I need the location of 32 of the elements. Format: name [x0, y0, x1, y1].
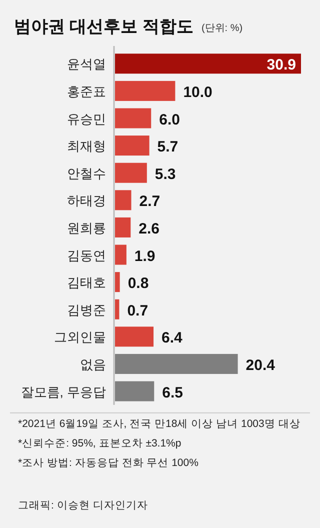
- value-label: 5.7: [157, 138, 178, 156]
- value-label: 5.3: [154, 166, 176, 183]
- title: 범야권 대선후보 적합도: [14, 17, 194, 36]
- value-label: 6.4: [162, 330, 182, 347]
- value-label: 30.9: [266, 56, 296, 74]
- annotation: *신뢰수준: 95%, 표본오차 ±3.1%p: [18, 437, 182, 450]
- value-label: 6.5: [162, 384, 183, 402]
- category-label: 윤석열: [67, 56, 106, 72]
- category-label: 하태경: [67, 193, 106, 208]
- category-label: 안철수: [67, 166, 106, 181]
- category-label: 그외인물: [54, 330, 106, 345]
- value-label: 2.6: [138, 220, 160, 238]
- category-label: 김동연: [67, 248, 106, 263]
- category-label: 김병준: [67, 302, 106, 318]
- value-label: 10.0: [183, 84, 212, 101]
- value-label: 6.0: [159, 111, 180, 128]
- category-label: 홍준표: [67, 84, 106, 99]
- value-label: 1.9: [134, 248, 156, 265]
- category-label: 유승민: [67, 111, 106, 126]
- value-label: 2.7: [139, 193, 160, 210]
- value-label: 20.4: [246, 356, 275, 374]
- annotation: *2021년 6월19일 조사, 전국 만18세 이상 남녀 1003명 대상: [18, 418, 300, 430]
- value-label: 0.8: [128, 275, 149, 292]
- category-label: 최재형: [67, 138, 106, 154]
- value-label: 0.7: [127, 302, 148, 320]
- category-label: 없음: [80, 356, 106, 372]
- category-label: 잘모름, 무응답: [20, 384, 106, 400]
- annotation: 그래픽: 이승현 디자인기자: [18, 499, 148, 512]
- category-label: 원희룡: [67, 220, 106, 236]
- category-label: 김태호: [67, 275, 106, 290]
- subtitle: (단위: %): [201, 23, 243, 34]
- annotation: *조사 방법: 자동응답 전화 무선 100%: [18, 456, 198, 469]
